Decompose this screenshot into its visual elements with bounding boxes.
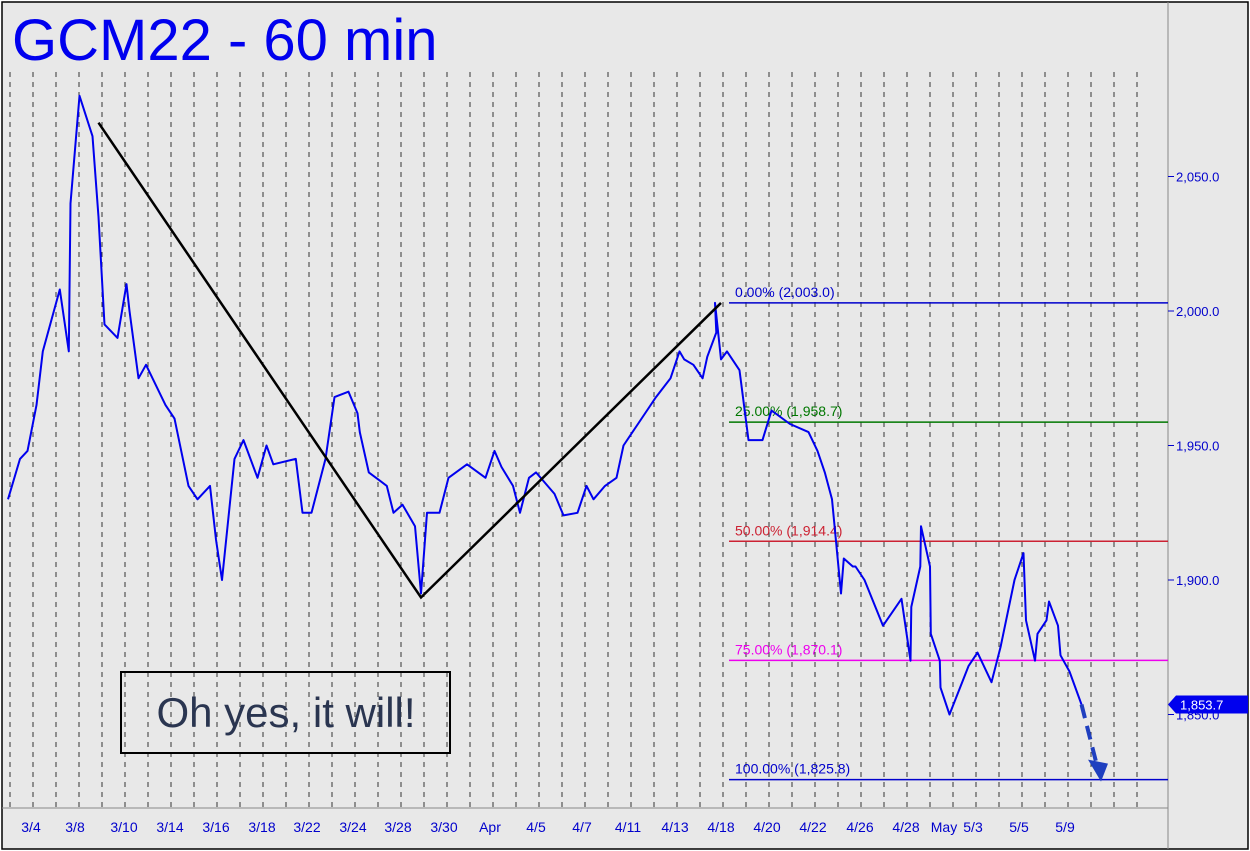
x-tick-label: 5/5 [1009,819,1029,835]
x-tick-label: 3/24 [339,819,366,835]
abc-pattern [97,121,722,600]
x-tick-label: 3/10 [110,819,137,835]
x-tick-label: 4/26 [846,819,873,835]
x-tick-label: 5/9 [1055,819,1075,835]
x-tick-label: 4/22 [799,819,826,835]
x-tick-label: 3/30 [430,819,457,835]
x-tick-label: 4/20 [753,819,780,835]
chart-title: GCM22 - 60 min [12,8,437,73]
last-price-badge: 1,853.7 [1168,695,1248,714]
date-axis: 3/4 3/8 3/10 3/14 3/16 3/18 3/22 3/24 3/28 3/30 Ap… [21,819,1075,835]
x-tick-label: 3/8 [65,819,85,835]
fib-level-label: 50.00% (1,914.4) [735,522,842,538]
x-tick-label: May [931,819,957,835]
x-tick-label: 3/28 [384,819,411,835]
price-line [7,94,1083,716]
x-tick-label: 4/5 [526,819,546,835]
x-tick-label: 3/16 [202,819,229,835]
x-tick-label: 4/18 [707,819,734,835]
y-tick-label: 2,050.0 [1176,170,1219,185]
x-tick-label: Apr [479,819,501,835]
x-tick-label: 3/22 [293,819,320,835]
x-tick-label: 4/7 [572,819,592,835]
fib-level-label: 75.00% (1,870.1) [735,641,842,657]
projection-arrow-line [1079,704,1100,771]
x-tick-label: 4/11 [615,819,641,835]
fib-level-label: 25.00% (1,958.7) [735,403,842,419]
x-tick-label: 3/18 [248,819,275,835]
annotation-text: Oh yes, it will! [156,689,415,736]
x-tick-label: 4/28 [892,819,919,835]
fib-levels: 0.00% (2,003.0) 25.00% (1,958.7) 50.00% (1… [729,284,1168,781]
fib-level-label: 100.00% (1,825.8) [735,761,850,777]
x-tick-label: 3/4 [21,819,41,835]
y-tick-label: 2,000.0 [1176,304,1219,319]
price-series [7,94,1108,782]
x-tick-label: 4/13 [661,819,688,835]
annotation-box [120,671,451,754]
x-tick-label: 3/14 [156,819,183,835]
last-price-badge-label: 1,853.7 [1180,698,1223,713]
projection-arrow-head [1088,759,1108,782]
x-tick-label: 5/3 [963,819,983,835]
last-price-badge-shape [1168,695,1248,714]
fib-level-label: 0.00% (2,003.0) [735,284,835,300]
y-tick-label: 1,900.0 [1176,573,1219,588]
y-tick-label: 1,950.0 [1176,439,1219,454]
abc-pattern-line [97,121,722,600]
